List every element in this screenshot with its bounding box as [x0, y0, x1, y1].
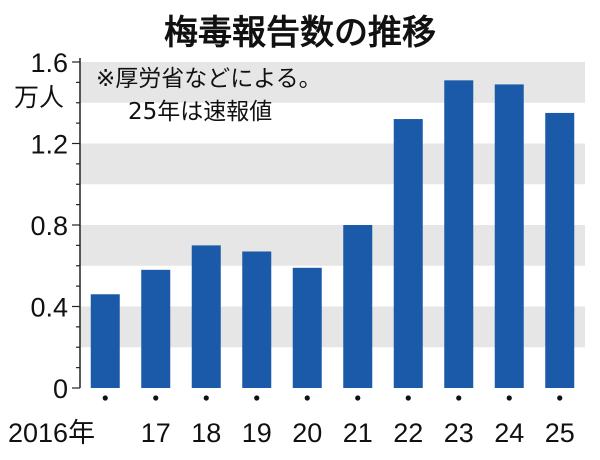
bar — [494, 84, 524, 388]
x-tick-label: 22 — [393, 418, 423, 448]
bar — [393, 119, 423, 389]
y-tick-label: 0 — [53, 374, 68, 404]
x-tick-dot — [254, 395, 260, 401]
x-tick-dot — [102, 395, 108, 401]
bar — [444, 80, 474, 389]
y-tick-label: 0.8 — [30, 211, 68, 241]
x-tick-label: 21 — [343, 418, 373, 448]
x-tick-label: 24 — [494, 418, 524, 448]
chart-title: 梅毒報告数の推移 — [164, 13, 436, 53]
y-tick-label: 0.4 — [30, 293, 68, 323]
x-tick-label: 17 — [141, 418, 171, 448]
x-tick-label: 18 — [191, 418, 221, 448]
x-axis-labels: 2016年 17 18 19 20 21 22 23 24 25 — [8, 395, 575, 448]
x-tick-label: 23 — [444, 418, 474, 448]
x-tick-dot — [203, 395, 209, 401]
x-tick-dot — [304, 395, 310, 401]
bars — [90, 80, 575, 389]
bar — [191, 245, 221, 388]
x-tick-dot — [456, 395, 462, 401]
x-tick-dot — [557, 395, 563, 401]
bar — [242, 251, 272, 388]
y-unit-label: 万人 — [14, 83, 64, 112]
x-tick-label: 2016年 — [8, 418, 95, 448]
x-tick-label: 25 — [545, 418, 575, 448]
x-tick-dot — [405, 395, 411, 401]
source-note: ※厚労省などによる。 — [96, 66, 322, 92]
preliminary-note: 25年は速報値 — [128, 99, 272, 125]
y-tick-label: 1.2 — [30, 130, 68, 160]
bar — [343, 225, 373, 388]
x-tick-dot — [153, 395, 159, 401]
x-tick-dot — [355, 395, 361, 401]
x-tick-dot — [506, 395, 512, 401]
x-tick-label: 19 — [242, 418, 272, 448]
bar — [141, 269, 171, 388]
y-axis: 0 0.4 0.8 1.2 1.6 — [30, 48, 81, 404]
y-tick-label: 1.6 — [30, 48, 68, 78]
x-tick-label: 20 — [292, 418, 322, 448]
bar — [90, 294, 120, 388]
bar — [292, 267, 322, 388]
bar — [545, 112, 575, 388]
